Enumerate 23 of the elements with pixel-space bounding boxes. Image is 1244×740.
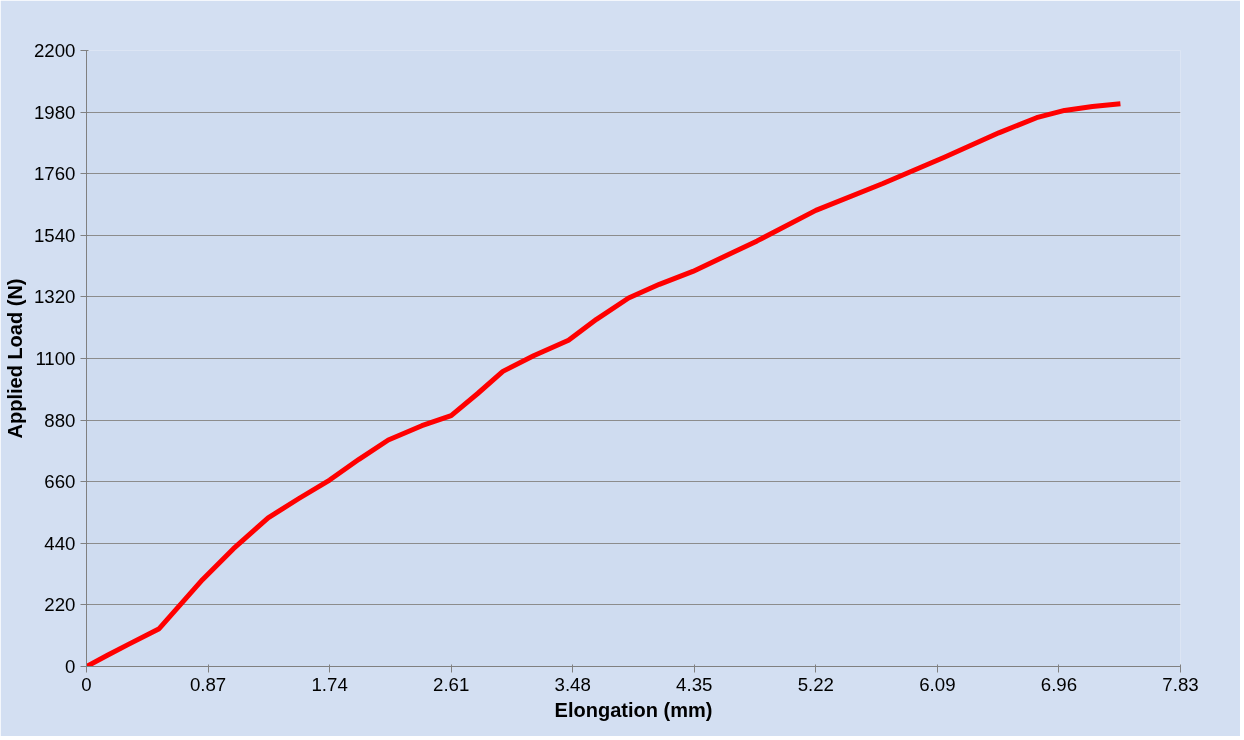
- y-tick-label: 1100: [35, 348, 76, 369]
- x-tick-label: 3.48: [554, 673, 591, 695]
- y-axis-title: Applied Load (N): [4, 278, 26, 439]
- x-tick-label: 0: [81, 673, 92, 695]
- x-tick-label: 1.74: [311, 673, 348, 695]
- x-tick-label: 2.61: [433, 673, 470, 695]
- x-tick-label: 6.09: [919, 673, 956, 695]
- y-tick-label: 1320: [34, 286, 76, 308]
- x-tick-label: 4.35: [676, 673, 713, 695]
- x-axis-title: Elongation (mm): [554, 698, 713, 721]
- y-tick-label: 1980: [34, 101, 76, 123]
- x-tick-label: 7.83: [1162, 673, 1199, 695]
- x-tick-label: 0.87: [189, 673, 227, 695]
- y-tick-label: 1540: [34, 224, 76, 246]
- y-tick-label: 660: [44, 471, 76, 493]
- y-tick-label: 220: [44, 594, 76, 616]
- y-tick-label: 1760: [34, 163, 76, 185]
- y-tick-label: 0: [65, 656, 76, 677]
- x-tick-label: 5.22: [797, 673, 834, 695]
- x-tick-label: 6.96: [1040, 673, 1078, 695]
- y-tick-label: 2200: [34, 40, 76, 61]
- y-tick-label: 880: [44, 409, 76, 431]
- y-tick-label: 440: [44, 532, 76, 554]
